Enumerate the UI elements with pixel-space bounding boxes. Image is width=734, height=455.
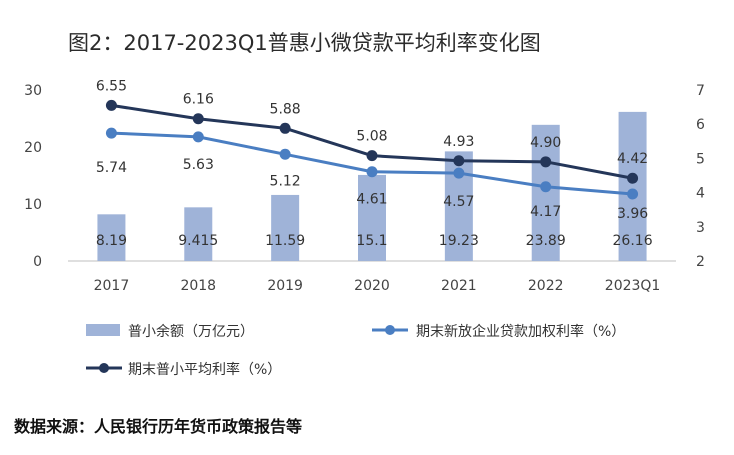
bar — [618, 111, 647, 261]
line-value-label: 3.96 — [617, 206, 648, 222]
x-tick-label: 2020 — [354, 278, 390, 294]
chart-title: 图2：2017-2023Q1普惠小微贷款平均利率变化图 — [68, 31, 541, 55]
line-point — [105, 127, 117, 139]
left-tick-label: 10 — [24, 197, 42, 213]
left-tick-label: 0 — [33, 254, 42, 270]
x-tick-label: 2023Q1 — [605, 278, 661, 294]
bar-value-label: 19.23 — [439, 233, 479, 249]
x-tick-label: 2021 — [441, 278, 477, 294]
legend-swatch-bar — [86, 324, 120, 336]
legend-marker — [385, 325, 395, 335]
line-point — [366, 150, 378, 162]
bar-value-label: 11.59 — [265, 233, 305, 249]
line-point — [366, 166, 378, 178]
bar-value-label: 23.89 — [526, 233, 566, 249]
line-series — [105, 99, 639, 200]
legend-label: 期末普小平均利率（%） — [128, 361, 281, 378]
line-value-label: 6.55 — [96, 78, 127, 94]
bar — [358, 174, 386, 261]
line-point — [540, 181, 552, 193]
line-point — [453, 155, 465, 167]
source-note: 数据来源：人民银行历年货币政策报告等 — [14, 417, 302, 436]
line-value-label: 5.74 — [96, 160, 127, 176]
line-value-label: 4.42 — [617, 151, 648, 167]
line-point — [192, 131, 204, 143]
line-value-label: 4.93 — [443, 134, 474, 150]
left-axis: 0 10 20 30 — [24, 83, 42, 270]
line-value-label: 4.57 — [443, 194, 474, 210]
line-point — [627, 172, 639, 184]
x-tick-label: 2022 — [528, 278, 564, 294]
right-axis: 2 3 4 5 6 7 — [696, 83, 705, 270]
bar — [184, 207, 213, 261]
x-tick-label: 2017 — [94, 278, 130, 294]
right-tick-label: 4 — [696, 186, 705, 202]
line-value-label: 5.12 — [270, 173, 301, 189]
line-value-label: 4.17 — [530, 204, 561, 220]
x-axis: 2017 2018 2019 2020 2021 2022 2023Q1 — [94, 278, 661, 294]
x-tick-label: 2018 — [180, 278, 216, 294]
bar — [271, 194, 300, 261]
legend-label: 普小余额（万亿元） — [128, 323, 254, 340]
bar-value-label: 15.1 — [356, 233, 387, 249]
right-tick-label: 3 — [696, 220, 705, 236]
legend: 普小余额（万亿元） 期末新放企业贷款加权利率（%） 期末普小平均利率（%） — [86, 323, 625, 378]
legend-label: 期末新放企业贷款加权利率（%） — [416, 323, 625, 340]
line-value-label: 5.08 — [356, 129, 387, 145]
left-tick-label: 30 — [24, 83, 42, 99]
line-value-label: 4.61 — [356, 192, 387, 208]
bar-value-label: 9.415 — [178, 233, 218, 249]
line-point — [627, 188, 639, 200]
legend-marker — [99, 363, 109, 373]
right-tick-label: 5 — [696, 151, 705, 167]
bar-value-label: 8.19 — [96, 233, 127, 249]
line-point — [192, 113, 204, 125]
right-tick-label: 7 — [696, 83, 705, 99]
right-tick-label: 2 — [696, 254, 705, 270]
left-tick-label: 20 — [24, 140, 42, 156]
line-value-label: 5.63 — [183, 157, 214, 173]
line-value-label: 6.16 — [183, 92, 214, 108]
line-point — [105, 99, 117, 111]
bar-series — [97, 111, 647, 262]
line-value-label: 4.90 — [530, 135, 561, 151]
bar-data-labels: 8.19 9.415 11.59 15.1 19.23 23.89 26.16 — [96, 233, 653, 249]
right-tick-label: 6 — [696, 117, 705, 133]
bar-value-label: 26.16 — [613, 233, 653, 249]
line-data-labels: 6.55 6.16 5.88 5.08 4.93 4.90 4.42 5.74 5.63 5.12… — [96, 78, 648, 222]
bar — [97, 214, 126, 261]
line-point — [540, 156, 552, 168]
line-value-label: 5.88 — [270, 101, 301, 117]
line-point — [279, 122, 291, 134]
line-point — [279, 148, 291, 160]
x-tick-label: 2019 — [267, 278, 303, 294]
line-point — [453, 167, 465, 179]
bar — [531, 124, 560, 262]
